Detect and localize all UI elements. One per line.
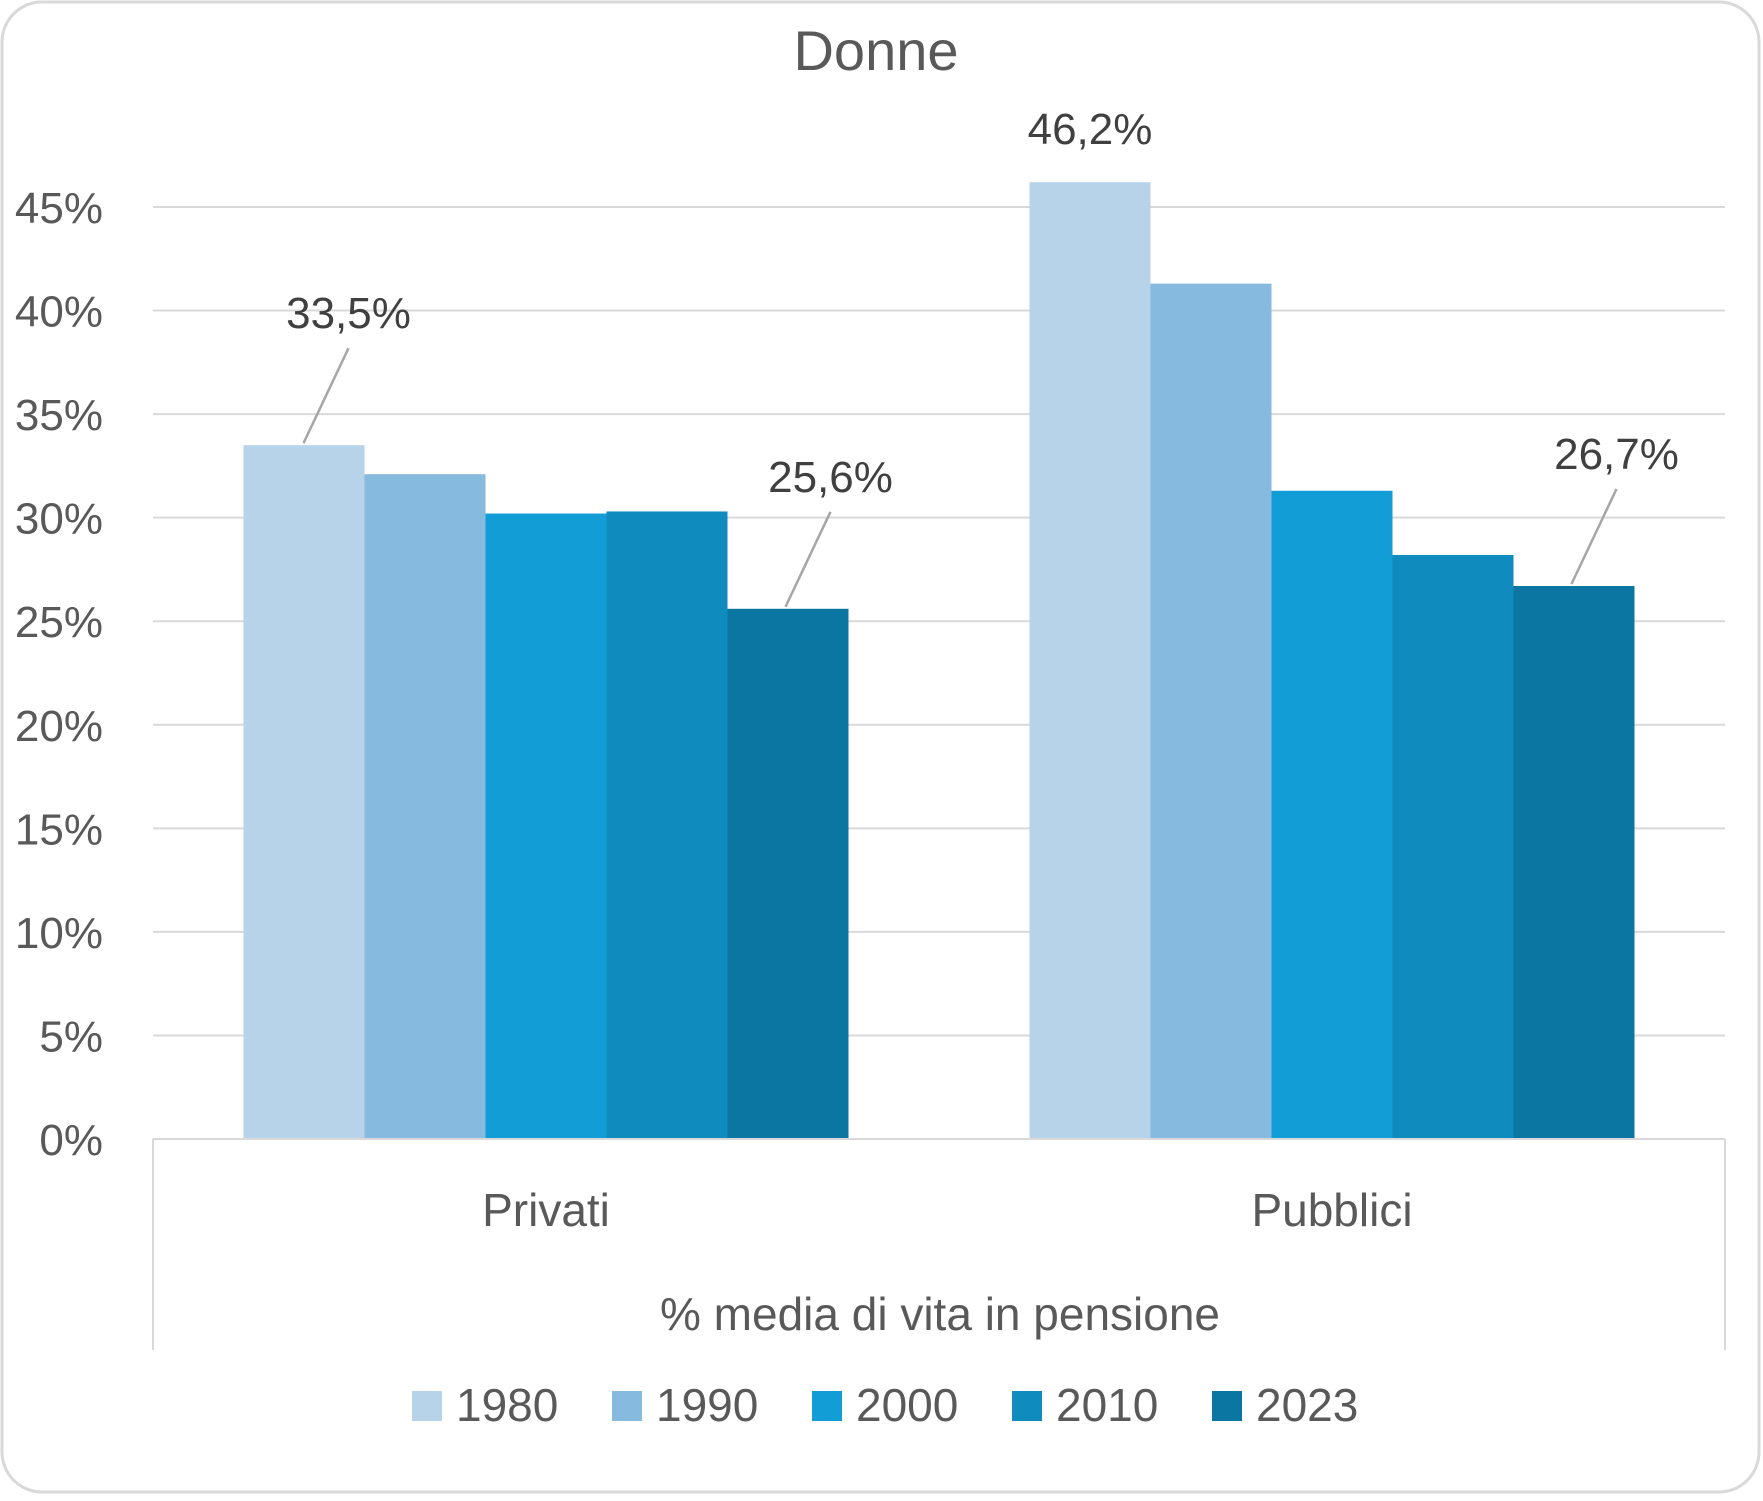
legend-label: 1990: [656, 1379, 758, 1431]
bar-1980-Privati: [243, 445, 365, 1140]
y-axis-ticks: 0% 5% 10% 15% 20% 25% 30% 35% 40% 45%: [15, 184, 103, 1165]
bar-2000-Privati: [485, 513, 607, 1139]
data-labels: 33,5% 25,6% 46,2% 26,7%: [286, 105, 1679, 608]
y-tick-label: 5%: [39, 1012, 103, 1061]
data-label-leader: [302, 347, 350, 444]
bar-1990-Pubblici: [1150, 283, 1272, 1139]
category-label: Pubblici: [1251, 1184, 1412, 1236]
legend-swatch-2023: [1212, 1391, 1242, 1421]
bar-1990-Privati: [364, 474, 486, 1139]
bars: [243, 182, 1635, 1140]
y-tick-label: 0%: [39, 1116, 103, 1165]
legend-label: 1980: [456, 1379, 558, 1431]
y-tick-label: 25%: [15, 598, 103, 647]
y-tick-label: 20%: [15, 702, 103, 751]
legend-swatch-2010: [1012, 1391, 1042, 1421]
data-label: 33,5%: [286, 289, 411, 338]
legend-swatch-2000: [812, 1391, 842, 1421]
y-tick-label: 45%: [15, 184, 103, 233]
legend-swatch-1990: [612, 1391, 642, 1421]
legend-swatch-1980: [412, 1391, 442, 1421]
data-label-leader: [1570, 488, 1618, 585]
data-label-leader: [784, 511, 832, 608]
category-label: Privati: [482, 1184, 610, 1236]
bar-2023-Privati: [727, 608, 849, 1139]
legend: 1980 1990 2000 2010 2023: [412, 1379, 1358, 1431]
y-tick-label: 40%: [15, 288, 103, 337]
bar-2000-Pubblici: [1271, 490, 1393, 1140]
bar-2010-Pubblici: [1392, 554, 1514, 1139]
y-tick-label: 35%: [15, 391, 103, 440]
legend-label: 2000: [856, 1379, 958, 1431]
x-axis-title: % media di vita in pensione: [660, 1288, 1220, 1340]
bar-2010-Privati: [606, 511, 728, 1139]
y-tick-label: 15%: [15, 805, 103, 854]
y-tick-label: 10%: [15, 909, 103, 958]
bar-1980-Pubblici: [1029, 182, 1151, 1139]
bar-2023-Pubblici: [1513, 586, 1635, 1139]
chart-title: Donne: [793, 19, 958, 82]
legend-label: 2010: [1056, 1379, 1158, 1431]
data-label: 25,6%: [768, 453, 893, 502]
x-axis: Privati Pubblici: [152, 1138, 1726, 1350]
legend-label: 2023: [1256, 1379, 1358, 1431]
data-label: 46,2%: [1028, 105, 1153, 154]
y-tick-label: 30%: [15, 495, 103, 544]
data-label: 26,7%: [1554, 430, 1679, 479]
